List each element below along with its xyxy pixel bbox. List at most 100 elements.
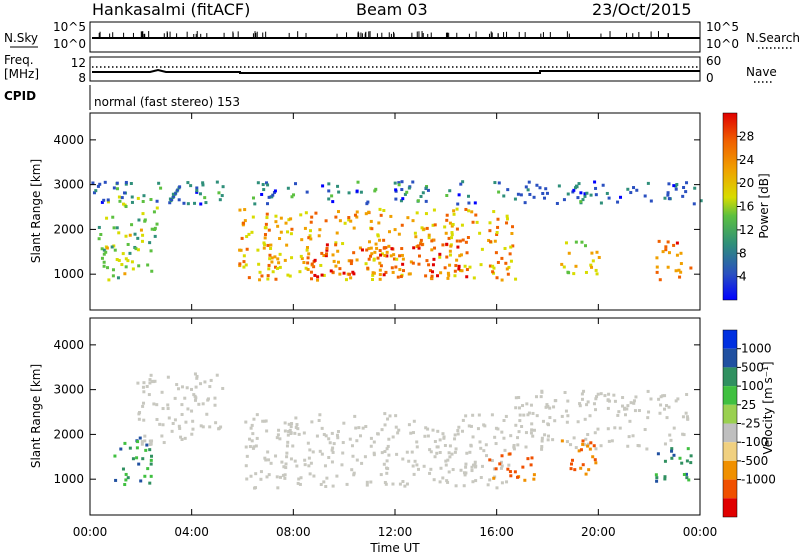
velocity-cell xyxy=(488,478,492,482)
velocity-cell xyxy=(463,473,467,477)
time-axis: 00:00 04:00 08:00 12:00 16:00 20:00 00:00 xyxy=(73,113,717,539)
power-cell xyxy=(514,277,518,281)
power-cell xyxy=(155,222,159,226)
power-cell xyxy=(459,253,463,257)
power-cell xyxy=(675,182,679,186)
velocity-cell xyxy=(415,463,419,467)
velocity-cell xyxy=(149,474,153,478)
power-cell xyxy=(128,233,132,237)
velocity-cell xyxy=(469,424,473,428)
velocity-cell xyxy=(659,395,663,399)
velocity-cell xyxy=(509,434,513,438)
power-cell xyxy=(338,267,342,271)
velocity-cell xyxy=(592,402,596,406)
power-cell xyxy=(457,264,461,268)
velocity-cell xyxy=(265,429,269,433)
velocity-cell xyxy=(141,385,145,389)
velocity-cell xyxy=(352,473,356,477)
power-cell xyxy=(567,251,571,255)
velocity-cell xyxy=(405,450,409,454)
velocity-colorbar-block xyxy=(723,498,737,517)
velocity-cell xyxy=(647,410,651,414)
power-cell xyxy=(348,272,352,276)
power-cell xyxy=(505,217,509,221)
velocity-cell xyxy=(183,436,187,440)
velocity-cell xyxy=(180,385,184,389)
velocity-cell xyxy=(661,394,665,398)
velocity-cell xyxy=(249,426,253,430)
velocity-cell xyxy=(607,439,611,443)
velocity-cell xyxy=(340,463,344,467)
velocity-cell xyxy=(672,453,676,457)
power-cell xyxy=(666,193,670,197)
velocity-cell xyxy=(447,470,451,474)
velocity-cell xyxy=(578,404,582,408)
power-cell xyxy=(394,188,398,192)
velocity-cell xyxy=(438,480,442,484)
velocity-cell xyxy=(251,446,255,450)
velocity-colorbar-tick-label: 500 xyxy=(741,360,764,374)
velocity-cell xyxy=(266,450,270,454)
velocity-cell xyxy=(183,396,187,400)
power-cell xyxy=(123,272,127,276)
velocity-cell xyxy=(194,385,198,389)
velocity-cell xyxy=(139,479,143,483)
power-cell xyxy=(269,246,273,250)
power-cell xyxy=(685,181,689,185)
power-cell xyxy=(134,247,138,251)
velocity-cell xyxy=(276,486,280,490)
power-cell xyxy=(325,252,329,256)
velocity-cell xyxy=(540,436,544,440)
velocity-cell xyxy=(629,401,633,405)
velocity-cell xyxy=(363,455,367,459)
velocity-cell xyxy=(513,470,517,474)
velocity-cell xyxy=(308,472,312,476)
velocity-cell xyxy=(631,434,635,438)
velocity-cell xyxy=(322,432,326,436)
velocity-cell xyxy=(529,431,533,435)
power-cell xyxy=(103,180,107,184)
velocity-cell xyxy=(524,445,528,449)
velocity-cell xyxy=(250,439,254,443)
power-cell xyxy=(105,216,109,220)
power-cell xyxy=(594,186,598,190)
velocity-cell xyxy=(126,476,130,480)
velocity-cell xyxy=(532,428,536,432)
power-cell xyxy=(405,190,409,194)
power-cell xyxy=(574,184,578,188)
power-cell xyxy=(304,266,308,270)
power-cell xyxy=(385,254,389,258)
power-cell xyxy=(120,196,124,200)
velocity-cell xyxy=(460,429,464,433)
power-cell xyxy=(424,199,428,203)
nave-label: Nave xyxy=(746,65,777,79)
power-cell xyxy=(505,214,509,218)
velocity-cell xyxy=(493,435,497,439)
power-cell xyxy=(448,249,452,253)
velocity-cell xyxy=(141,457,145,461)
power-cell xyxy=(172,194,176,198)
velocity-cell xyxy=(522,413,526,417)
velocity-cell xyxy=(335,433,339,437)
velocity-cell xyxy=(324,484,328,488)
velocity-cell xyxy=(613,426,617,430)
velocity-cell xyxy=(422,464,426,468)
velocity-cell xyxy=(401,480,405,484)
velocity-cell xyxy=(184,420,188,424)
power-cell xyxy=(460,223,464,227)
power-cell xyxy=(266,183,270,187)
velocity-cell xyxy=(448,455,452,459)
velocity-cell xyxy=(518,419,522,423)
velocity-cell xyxy=(578,402,582,406)
velocity-cell xyxy=(251,432,255,436)
velocity-cell xyxy=(398,482,402,486)
sky-noise xyxy=(98,31,669,38)
velocity-cell xyxy=(124,478,128,482)
power-cell xyxy=(308,234,312,238)
velocity-cell xyxy=(610,439,614,443)
velocity-cell xyxy=(293,459,297,463)
velocity-cell xyxy=(663,459,667,463)
search-tick-high: 10^5 xyxy=(706,20,739,34)
power-cell xyxy=(159,186,163,190)
power-cell xyxy=(131,267,135,271)
